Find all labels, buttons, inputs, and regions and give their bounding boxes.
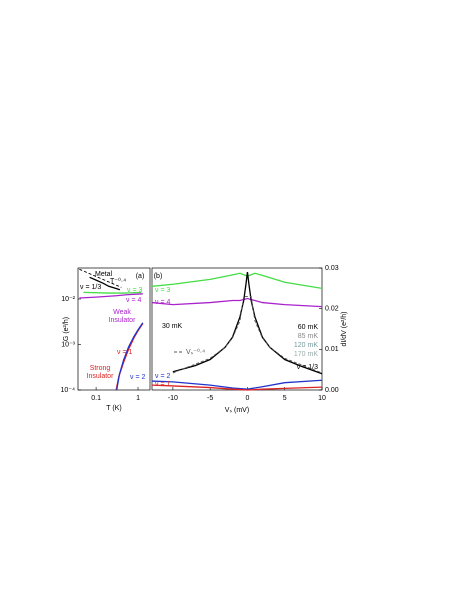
series-line: [151, 272, 323, 289]
series-line: [83, 291, 142, 294]
y-tick-label: 0.02: [325, 306, 339, 313]
x-tick-label: 10: [318, 395, 326, 402]
series-label: ν = 4: [155, 299, 170, 306]
series-line: [116, 322, 144, 391]
annotation: 170 mK: [294, 351, 318, 358]
plot-frame: [77, 267, 151, 391]
series-label: ν = 2: [155, 373, 170, 380]
x-tick-label: -5: [207, 395, 213, 402]
y-tick-label: 10⁻⁴: [61, 387, 76, 394]
panel-label: (a): [136, 273, 145, 280]
y-tick-label: 0.00: [325, 387, 339, 394]
annotation: 30 mK: [162, 323, 183, 330]
x-axis-label: T (K): [106, 405, 121, 412]
series-line: [151, 297, 323, 308]
series-label: ν = 2: [130, 374, 145, 381]
series-label: ν = 4: [126, 297, 141, 304]
y-tick-label: 0.01: [325, 346, 339, 353]
annotation: 120 mK: [294, 342, 318, 349]
y-axis-label: dI/dV (e²/h): [341, 311, 348, 346]
x-axis-label: Vₛ (mV): [225, 407, 249, 414]
series-label: ν = 1: [155, 381, 170, 388]
y-tick-label: 10⁻³: [61, 341, 75, 348]
series-label: ν = 3: [127, 287, 142, 294]
y-tick-label: 10⁻²: [61, 296, 75, 303]
annotation: 85 mK: [298, 333, 319, 340]
annotation: 60 mK: [298, 324, 319, 331]
annotation: Weak: [113, 309, 131, 316]
series-line: [151, 379, 323, 390]
y-tick-label: 0.03: [325, 265, 339, 272]
series-label: Vₛ⁻⁰·⁴: [186, 348, 205, 356]
series-label: ν = 1/3: [80, 284, 101, 291]
annotation: Insulator: [87, 373, 115, 380]
x-tick-label: 0.1: [91, 395, 101, 402]
series-label: ν = 1/3: [297, 364, 318, 371]
annotation: Insulator: [109, 317, 137, 324]
y-axis-label: G (e²/h): [63, 317, 70, 341]
series-line: [79, 293, 143, 299]
series-line: [172, 296, 323, 374]
annotation: T⁻⁰·⁴: [110, 277, 126, 285]
series-line: [79, 268, 122, 288]
x-tick-label: 0: [245, 395, 249, 402]
series-label: ν = 3: [155, 287, 170, 294]
series-label: Metal: [95, 271, 113, 278]
annotation: Strong: [90, 365, 111, 372]
x-tick-label: 5: [283, 395, 287, 402]
x-tick-label: 1: [136, 395, 140, 402]
x-tick-label: -10: [168, 395, 178, 402]
series-line: [89, 276, 121, 291]
panel-label: (b): [154, 273, 163, 280]
series-line: [151, 384, 323, 391]
series-label: ν = 1: [117, 349, 132, 356]
